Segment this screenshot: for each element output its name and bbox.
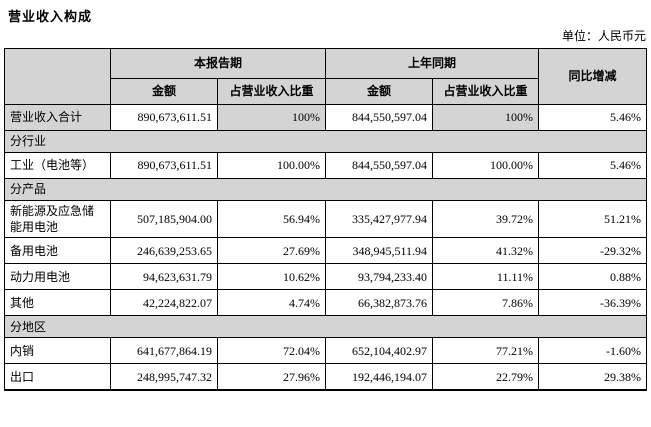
row-label: 动力用电池 [4,263,111,291]
yoy-change-cell: -29.32% [538,237,648,265]
prior-proportion-cell: 77.21% [432,337,540,365]
prior-proportion-cell: 100% [432,104,540,131]
current-amount-cell: 42,224,822.07 [110,289,218,317]
table-row: 出口 248,995,747.32 27.96% 192,446,194.07 22.7… [4,363,648,391]
yoy-change-cell: -1.60% [538,337,648,365]
section-label: 分行业 [3,130,648,153]
table-row: 其他 42,224,822.07 4.74% 66,382,873.76 7.86% -3… [4,289,648,317]
current-proportion-cell: 72.04% [216,337,327,365]
row-label: 新能源及应急储能用电池 [4,199,111,239]
prior-amount-cell: 335,427,977.94 [325,199,434,239]
header-corner-cell [4,48,111,105]
current-proportion-cell: 27.69% [216,237,327,265]
table-row: 备用电池 246,639,253.65 27.69% 348,945,511.94 41… [4,237,648,265]
row-label: 工业（电池等） [4,152,111,179]
current-amount-cell: 248,995,747.32 [110,363,218,391]
table-row: 新能源及应急储能用电池 507,185,904.00 56.94% 335,427,9… [4,199,648,239]
prior-amount-cell: 844,550,597.04 [325,152,434,179]
header-current-amount: 金额 [110,78,218,105]
table-row: 动力用电池 94,623,631.79 10.62% 93,794,233.40 11.… [4,263,648,291]
current-proportion-cell: 27.96% [216,363,327,391]
current-amount-cell: 890,673,611.51 [110,104,218,131]
current-proportion-cell: 10.62% [216,263,327,291]
section-label: 分地区 [3,315,648,339]
section-row: 分行业 [3,130,648,153]
current-proportion-cell: 100% [216,104,327,131]
table-row: 工业（电池等） 890,673,611.51 100.00% 844,550,597.… [4,152,648,179]
prior-amount-cell: 192,446,194.07 [325,363,434,391]
prior-proportion-cell: 39.72% [432,199,540,239]
current-proportion-cell: 100.00% [216,152,327,179]
yoy-change-cell: 5.46% [538,152,648,179]
header-current-period: 本报告期 [109,48,327,79]
revenue-composition-table: 本报告期 上年同期 同比增减 金额 占营业收入比重 金额 占营业收入比重 营业收… [3,48,648,391]
row-label: 内销 [4,337,111,365]
header-prior-period: 上年同期 [325,48,540,79]
prior-amount-cell: 652,104,402.97 [325,337,434,365]
current-proportion-cell: 56.94% [216,199,327,239]
header-row-2: 金额 占营业收入比重 金额 占营业收入比重 [5,78,647,105]
section-label: 分产品 [3,178,648,201]
page-title: 营业收入构成 [8,9,93,24]
current-amount-cell: 94,623,631.79 [110,263,218,291]
prior-proportion-cell: 41.32% [432,237,540,265]
yoy-change-cell: 51.21% [538,199,648,239]
prior-amount-cell: 93,794,233.40 [325,263,434,291]
prior-proportion-cell: 11.11% [432,263,540,291]
current-amount-cell: 890,673,611.51 [110,152,218,179]
current-proportion-cell: 4.74% [216,289,327,317]
row-label: 其他 [4,289,111,317]
header-row-1: 本报告期 上年同期 同比增减 [4,48,648,105]
header-current-proportion: 占营业收入比重 [216,78,327,105]
prior-proportion-cell: 22.79% [432,363,540,391]
prior-amount-cell: 844,550,597.04 [325,104,434,131]
row-label: 出口 [4,363,111,391]
currency-unit-label: 单位：人民币元 [561,29,646,43]
section-row: 分产品 [3,178,648,201]
prior-amount-cell: 66,382,873.76 [325,289,434,317]
header-yoy-change: 同比增减 [538,48,648,105]
table-body: 营业收入合计 890,673,611.51 100% 844,550,597.04 10… [3,104,648,391]
yoy-change-cell: -36.39% [538,289,648,317]
prior-proportion-cell: 7.86% [432,289,540,317]
header-prior-proportion: 占营业收入比重 [432,78,540,105]
yoy-change-cell: 0.88% [538,263,648,291]
prior-proportion-cell: 100.00% [432,152,540,179]
prior-amount-cell: 348,945,511.94 [325,237,434,265]
yoy-change-cell: 5.46% [538,104,648,131]
table-row: 内销 641,677,864.19 72.04% 652,104,402.97 77.2… [4,337,648,365]
row-label: 备用电池 [4,237,111,265]
row-label: 营业收入合计 [4,104,111,131]
current-amount-cell: 641,677,864.19 [110,337,218,365]
yoy-change-cell: 29.38% [538,363,648,391]
table-row: 营业收入合计 890,673,611.51 100% 844,550,597.04 10… [4,104,648,131]
current-amount-cell: 246,639,253.65 [110,237,218,265]
section-row: 分地区 [3,315,648,339]
table-header: 本报告期 上年同期 同比增减 金额 占营业收入比重 金额 占营业收入比重 [4,48,648,105]
header-prior-amount: 金额 [325,78,434,105]
current-amount-cell: 507,185,904.00 [110,199,218,239]
